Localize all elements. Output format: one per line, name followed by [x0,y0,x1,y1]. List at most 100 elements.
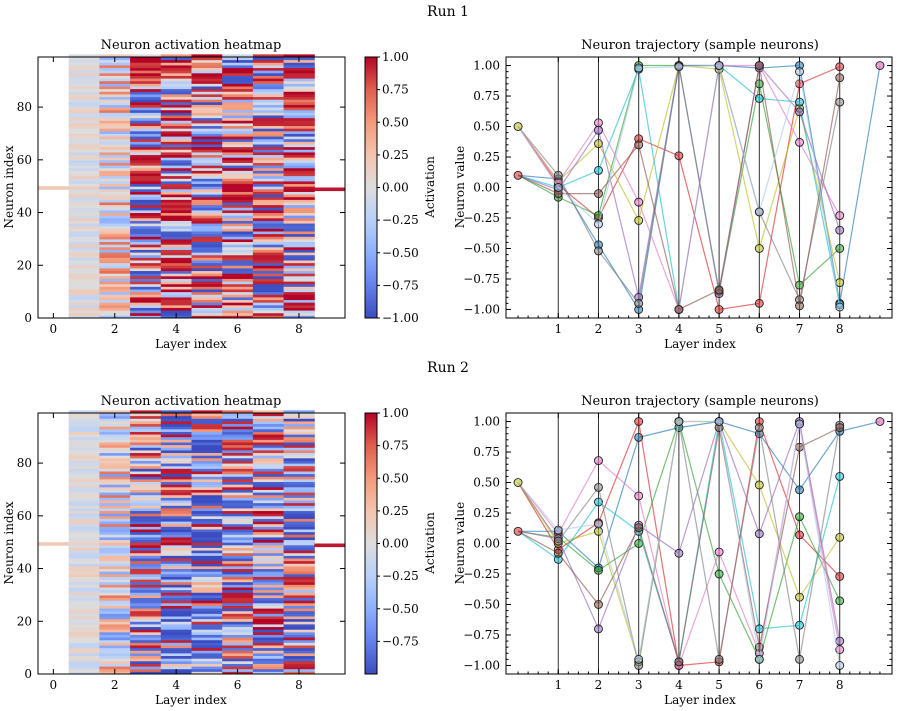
heatmap-cell [99,93,131,98]
heatmap-cell [283,436,315,440]
heatmap-cell [283,587,315,591]
heatmap-cell [252,246,285,250]
heatmap-cell [160,426,192,430]
heatmap-cell [191,88,223,92]
heatmap-cell [68,257,100,261]
heatmap-cell [222,225,254,229]
heatmap-cell [283,581,315,585]
data-point [594,624,603,634]
heatmap-cell [191,241,223,245]
data-point [594,600,603,609]
heatmap-cell [68,120,100,124]
heatmap-cell [99,650,131,654]
heatmap-cell [68,196,100,200]
heatmap-cell [160,444,192,448]
run-2-heatmap-ylabel: Neuron index [2,501,16,584]
heatmap-cell [99,534,131,538]
heatmap-cell [222,246,254,250]
heatmap-cell [160,173,192,177]
colorbar-tick-label: 0.00 [382,537,409,551]
data-point [594,219,603,229]
heatmap-cell [160,605,192,609]
heatmap-cell [283,647,315,651]
heatmap-cell [68,573,100,577]
heatmap-cell [160,486,192,490]
y-tick-label: −0.50 [463,241,500,255]
heatmap-cell [99,252,131,256]
heatmap-cell [160,257,192,261]
heatmap-cell [222,136,254,140]
heatmap-cell [191,115,223,119]
heatmap-cell [160,560,192,564]
heatmap-cell [160,663,192,667]
heatmap-cell [191,547,223,551]
heatmap-cell [68,600,100,604]
heatmap-cell [130,291,162,295]
heatmap-cell [283,492,315,496]
heatmap-cell [99,560,131,564]
heatmap-cell [160,310,192,314]
heatmap-cell [191,663,223,667]
heatmap-cell [68,452,100,456]
heatmap-cell [160,600,192,604]
heatmap-cell [99,202,131,206]
heatmap-cell [99,75,131,79]
heatmap-cell [283,573,315,577]
heatmap-cell [130,204,162,208]
heatmap-cell [130,275,162,279]
heatmap-cell [283,476,315,480]
heatmap-cell [68,128,100,132]
heatmap-cell [68,231,100,235]
heatmap-cell [252,571,285,575]
heatmap-cell [68,220,100,224]
heatmap-cell [252,581,285,585]
heatmap-cell [191,597,223,601]
heatmap-cell [252,452,285,456]
heatmap-cell [191,157,223,161]
data-point [594,125,603,135]
heatmap-cell [99,217,131,221]
heatmap-cell [68,278,100,282]
heatmap-cell [191,584,223,588]
heatmap-cell [252,186,285,190]
y-tick-label: 60 [17,509,32,523]
heatmap-cell [283,613,315,617]
heatmap-cell [283,209,315,214]
heatmap-cell [99,188,131,192]
heatmap-cell [191,576,223,580]
heatmap-cell [99,478,131,483]
heatmap-cell [99,228,131,232]
heatmap-cell [252,431,285,435]
heatmap-cell [191,529,223,533]
heatmap-cell [68,457,100,461]
heatmap-cell [222,442,254,446]
y-tick-label: −0.25 [463,567,500,581]
heatmap-cell [222,484,254,488]
heatmap-cell [68,581,100,585]
heatmap-cell [160,101,192,105]
heatmap-cell [160,223,192,227]
heatmap-cell [99,410,131,414]
x-tick-label: 3 [635,322,643,336]
data-point [594,519,603,529]
heatmap-cell [68,86,100,90]
heatmap-cell [160,194,192,198]
heatmap-cell [130,660,162,664]
heatmap-cell [130,605,162,609]
heatmap-cell [130,513,162,517]
heatmap-cell [68,637,100,641]
heatmap-cell [283,486,315,490]
heatmap-cell [160,217,192,221]
input-point [513,170,523,180]
heatmap-cell [252,642,285,646]
heatmap-cell [283,267,315,272]
heatmap-cell [252,436,285,440]
heatmap-cell [191,260,223,264]
heatmap-cell [130,159,162,163]
heatmap-cell [252,96,285,100]
data-point [714,547,724,557]
heatmap-cell [191,431,223,435]
heatmap-cell [191,518,223,522]
heatmap-cell [130,57,162,61]
heatmap-cell [99,494,131,498]
